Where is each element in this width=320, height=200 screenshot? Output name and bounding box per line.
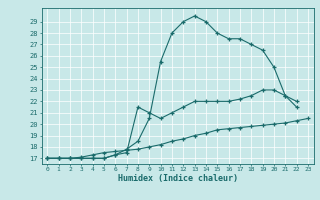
X-axis label: Humidex (Indice chaleur): Humidex (Indice chaleur)	[118, 174, 237, 183]
